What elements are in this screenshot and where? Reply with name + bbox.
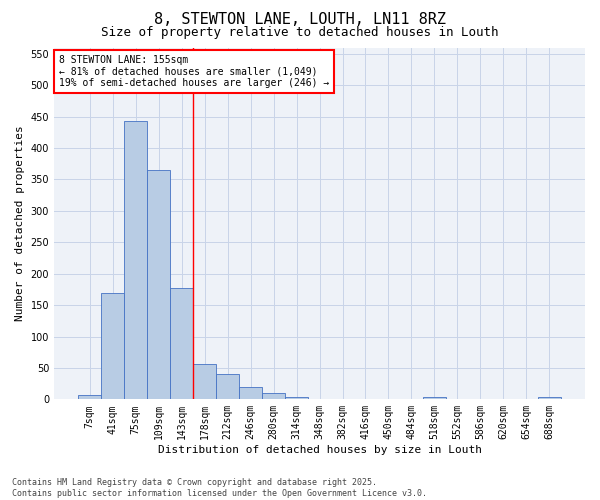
Text: Size of property relative to detached houses in Louth: Size of property relative to detached ho… <box>101 26 499 39</box>
Bar <box>285 397 308 400</box>
Bar <box>216 374 239 400</box>
Bar <box>423 398 446 400</box>
Y-axis label: Number of detached properties: Number of detached properties <box>15 126 25 322</box>
Bar <box>101 292 124 400</box>
Text: 8, STEWTON LANE, LOUTH, LN11 8RZ: 8, STEWTON LANE, LOUTH, LN11 8RZ <box>154 12 446 28</box>
Bar <box>124 121 147 400</box>
Bar <box>193 364 216 400</box>
X-axis label: Distribution of detached houses by size in Louth: Distribution of detached houses by size … <box>158 445 482 455</box>
Bar <box>239 387 262 400</box>
Bar <box>538 398 561 400</box>
Bar <box>147 170 170 400</box>
Text: 8 STEWTON LANE: 155sqm
← 81% of detached houses are smaller (1,049)
19% of semi-: 8 STEWTON LANE: 155sqm ← 81% of detached… <box>59 54 329 88</box>
Bar <box>78 395 101 400</box>
Bar <box>262 393 285 400</box>
Bar <box>170 288 193 400</box>
Text: Contains HM Land Registry data © Crown copyright and database right 2025.
Contai: Contains HM Land Registry data © Crown c… <box>12 478 427 498</box>
